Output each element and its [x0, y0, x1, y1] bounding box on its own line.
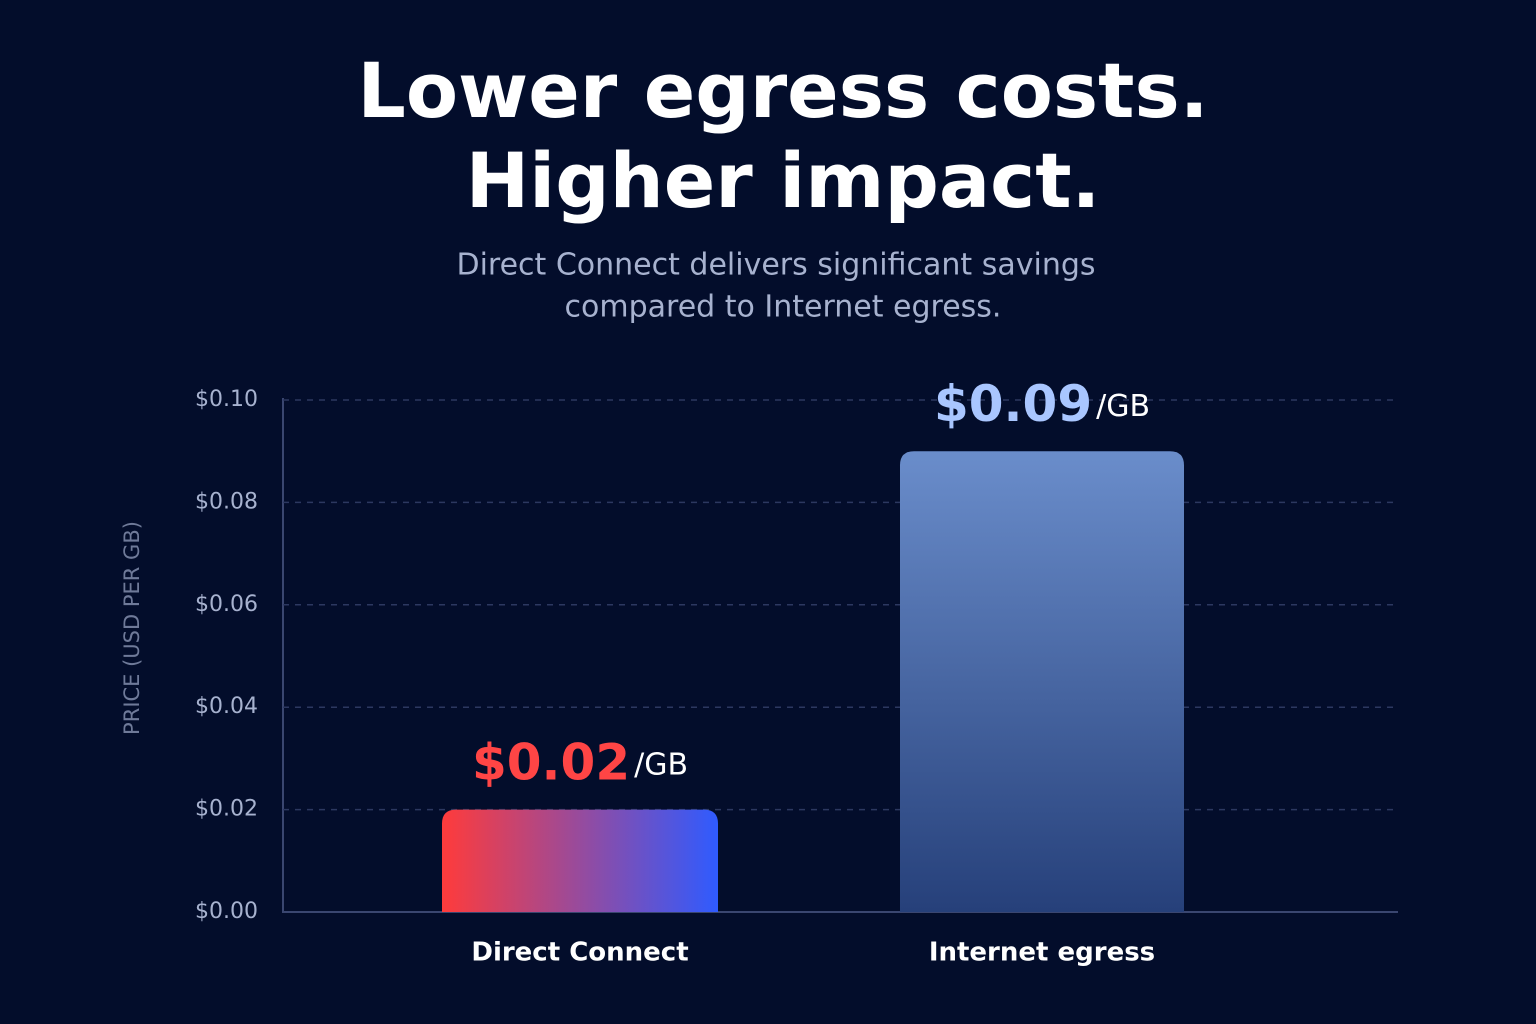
value-label-number: $0.09 — [934, 375, 1092, 433]
subtitle-line: Direct Connect delivers significant savi… — [456, 248, 1095, 283]
y-axis-label: PRICE (USD PER GB) — [120, 521, 144, 735]
x-tick-label: Internet egress — [929, 938, 1155, 968]
value-label-number: $0.02 — [472, 733, 630, 791]
y-tick-label: $0.04 — [195, 694, 258, 719]
value-label: $0.09/GB — [934, 375, 1150, 433]
y-tick-label: $0.10 — [195, 387, 258, 412]
x-tick-label: Direct Connect — [471, 938, 688, 968]
title-line: Higher impact. — [466, 136, 1101, 225]
value-label: $0.02/GB — [472, 733, 688, 791]
value-label-unit: /GB — [634, 747, 688, 782]
y-tick-label: $0.08 — [195, 489, 258, 514]
title-line: Lower egress costs. — [357, 46, 1208, 135]
y-tick-label: $0.06 — [195, 592, 258, 617]
y-tick-label: $0.02 — [195, 797, 258, 822]
value-label-unit: /GB — [1096, 389, 1150, 424]
bar — [900, 451, 1184, 912]
subtitle-line: compared to Internet egress. — [565, 290, 1002, 325]
bar — [442, 809, 718, 912]
y-tick-label: $0.00 — [195, 899, 258, 924]
